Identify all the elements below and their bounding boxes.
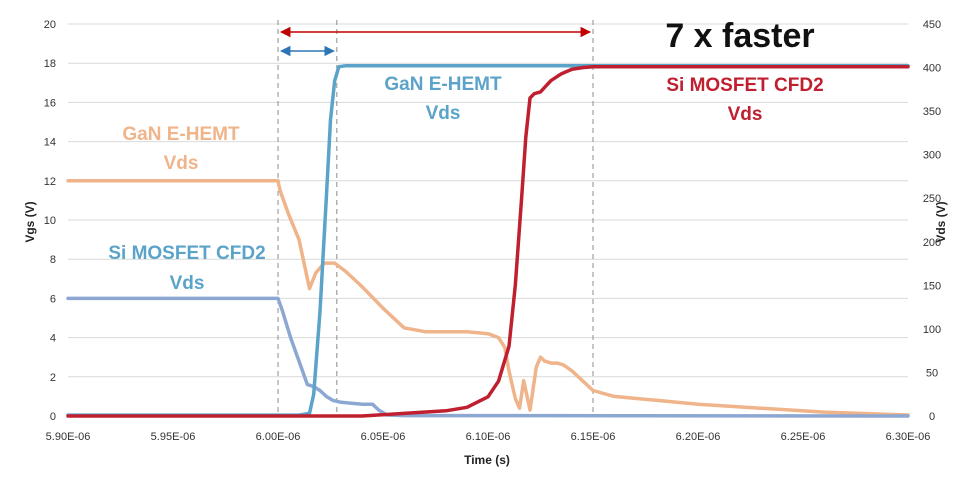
x-tick-label: 6.05E-06 xyxy=(361,431,406,443)
annotation-gan-vds-left-line2: Vds xyxy=(164,153,199,174)
y-axis-title-left: Vgs (V) xyxy=(23,201,37,242)
annotation-gan-vds-left-line1: GaN E-HEMT xyxy=(122,124,240,145)
y-right-tick-label: 350 xyxy=(923,106,941,118)
reference-lines xyxy=(277,20,594,416)
series-line-3 xyxy=(66,64,910,418)
annotation-gan-vds-top-line2: Vds xyxy=(426,103,461,124)
x-tick-label: 6.30E-06 xyxy=(886,431,931,443)
y-left-tick-label: 0 xyxy=(50,411,56,423)
y-left-tick-label: 8 xyxy=(50,254,56,266)
y-right-tick-label: 200 xyxy=(923,237,941,249)
x-tick-label: 5.95E-06 xyxy=(151,431,196,443)
y-right-tick-label: 0 xyxy=(929,411,935,423)
y-left-tick-label: 10 xyxy=(44,215,56,227)
y-right-tick-label: 300 xyxy=(923,150,941,162)
tick-labels: 5.90E-06 5.95E-06 6.00E-06 6.05E-06 6.10E-06… xyxy=(44,19,941,443)
x-tick-label: 6.25E-06 xyxy=(781,431,826,443)
x-axis-title: Time (s) xyxy=(464,453,510,467)
y-left-tick-label: 16 xyxy=(44,97,56,109)
x-tick-label: 6.20E-06 xyxy=(676,431,721,443)
y-left-tick-label: 18 xyxy=(44,58,56,70)
series-line-1 xyxy=(66,296,910,418)
x-tick-label: 6.00E-06 xyxy=(256,431,301,443)
x-tick-label: 5.90E-06 xyxy=(46,431,91,443)
y-right-tick-label: 400 xyxy=(923,63,941,75)
y-left-tick-label: 2 xyxy=(50,372,56,384)
y-left-tick-label: 20 xyxy=(44,19,56,31)
annotation-speedup: 7 x faster xyxy=(665,17,814,55)
y-right-tick-label: 150 xyxy=(923,280,941,292)
annotation-gan-vds-top-line1: GaN E-HEMT xyxy=(384,74,502,95)
annotation-si-vds-top-line1: Si MOSFET CFD2 xyxy=(666,75,823,96)
y-left-tick-label: 12 xyxy=(44,176,56,188)
annotation-si-vds-left-line1: Si MOSFET CFD2 xyxy=(108,243,265,264)
series-line-2 xyxy=(66,64,910,417)
annotation-si-vds-top-line2: Vds xyxy=(728,104,763,125)
timing-arrows xyxy=(279,26,592,57)
y-left-tick-label: 4 xyxy=(50,333,56,345)
annotation-si-vds-left-line2: Vds xyxy=(170,273,205,294)
series-lines xyxy=(66,64,910,418)
y-left-tick-label: 14 xyxy=(44,137,56,149)
y-axis-title-right: Vds (V) xyxy=(934,201,948,242)
x-tick-label: 6.15E-06 xyxy=(571,431,616,443)
x-tick-label: 6.10E-06 xyxy=(466,431,511,443)
y-right-tick-label: 100 xyxy=(923,324,941,336)
y-right-tick-label: 50 xyxy=(926,367,938,379)
y-right-tick-label: 250 xyxy=(923,193,941,205)
y-right-tick-label: 450 xyxy=(923,19,941,31)
y-left-tick-label: 6 xyxy=(50,293,56,305)
